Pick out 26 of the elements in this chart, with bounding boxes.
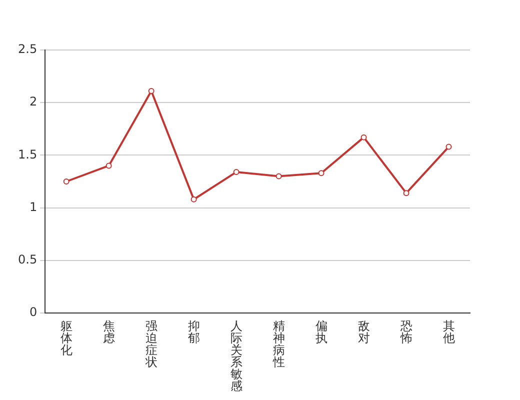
x-tick-label: 人际关系敏感 [230,319,242,394]
y-tick-label: 0 [29,305,38,320]
y-tick-label: 1 [29,200,38,214]
x-tick-label: 偏执 [315,319,328,346]
x-tick-label: 精神病性 [272,319,285,370]
x-tick-label: 强迫症状 [144,319,158,370]
y-tick-label: 2.5 [18,42,38,56]
point [360,134,367,140]
point [233,169,240,176]
y-tick-label: 0.5 [18,252,38,267]
point [276,173,282,180]
x-tick-label: 恐怖 [399,319,412,346]
y-tick-label: 2 [29,94,38,109]
y-tick-label: 1.5 [18,147,38,162]
point [63,178,70,184]
x-tick-label: 敌对 [358,319,370,346]
point [106,162,112,169]
x-tick-label: 其他 [442,319,455,346]
x-tick-label: 焦虑 [102,319,115,346]
point [318,170,324,176]
point [403,190,410,196]
x-tick-label: 抑郁 [188,319,200,346]
point [446,144,452,150]
point [148,88,154,94]
x-tick-label: 躯体化 [60,319,72,358]
point [190,196,197,202]
